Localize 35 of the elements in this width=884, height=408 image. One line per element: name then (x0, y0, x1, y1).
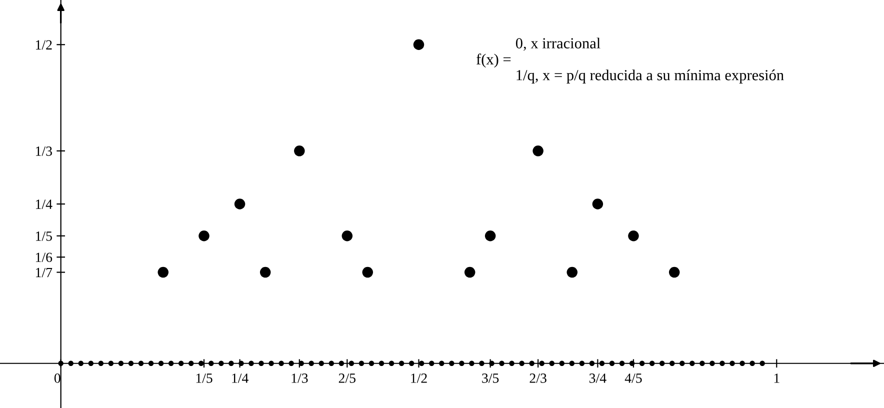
point (668, 266, 680, 278)
x-tick-label: 3/5 (482, 374, 499, 383)
point (234, 198, 246, 210)
x-tick-label: 2/3 (530, 374, 546, 383)
point (566, 266, 578, 278)
y-tick-label: 1/5 (36, 232, 52, 241)
point (484, 230, 496, 242)
y-tick-label: 1/3 (36, 146, 52, 156)
point (198, 230, 210, 242)
x-tick-label: 1/5 (196, 374, 212, 383)
point (294, 146, 305, 156)
y-tick-label: 1/4 (36, 200, 52, 209)
x-tick-label: 0 (54, 374, 60, 383)
point (464, 266, 476, 278)
annotation: f(x) = (476, 54, 511, 68)
point (592, 198, 604, 210)
point (532, 146, 544, 156)
point (413, 39, 424, 50)
y-tick-label: 1/2 (36, 40, 52, 50)
y-tick-label: 1/7 (36, 268, 52, 278)
x-tick-label: 1/2 (411, 374, 427, 383)
point (342, 230, 353, 242)
y-tick-label: 1/6 (36, 252, 52, 262)
x-tick-label: 3/4 (589, 374, 606, 383)
x-tick-label: 1/3 (292, 374, 308, 383)
point (260, 266, 271, 278)
point (362, 266, 374, 278)
x-tick-label: 1/4 (232, 374, 248, 383)
x-tick-label: 4/5 (624, 374, 642, 383)
point (628, 230, 639, 242)
annotation: 1/q, x = p/q reducida a su mínima expresión (516, 70, 784, 84)
annotation: 0, x irracional (516, 38, 600, 51)
point (158, 266, 169, 278)
x-tick-label: 2/5 (338, 374, 356, 383)
x-tick-label: 1 (774, 374, 780, 383)
